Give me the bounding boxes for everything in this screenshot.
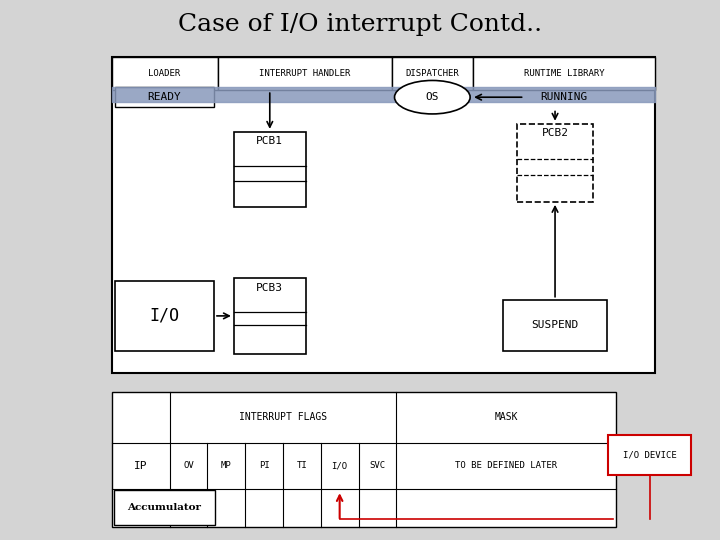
FancyBboxPatch shape bbox=[114, 490, 215, 525]
Text: SUSPEND: SUSPEND bbox=[531, 320, 579, 330]
Text: MP: MP bbox=[221, 461, 232, 470]
FancyBboxPatch shape bbox=[234, 132, 306, 207]
FancyBboxPatch shape bbox=[234, 278, 306, 354]
Text: Case of I/O interrupt Contd..: Case of I/O interrupt Contd.. bbox=[178, 13, 542, 36]
Text: READY: READY bbox=[148, 92, 181, 102]
FancyBboxPatch shape bbox=[112, 57, 655, 373]
Text: SVC: SVC bbox=[369, 461, 385, 470]
FancyBboxPatch shape bbox=[503, 300, 607, 351]
FancyBboxPatch shape bbox=[112, 57, 217, 90]
Text: OV: OV bbox=[183, 461, 194, 470]
FancyBboxPatch shape bbox=[517, 124, 593, 202]
Text: OS: OS bbox=[426, 92, 439, 102]
Text: INTERRUPT HANDLER: INTERRUPT HANDLER bbox=[259, 69, 350, 78]
Text: I/O DEVICE: I/O DEVICE bbox=[623, 450, 677, 460]
Text: TI: TI bbox=[297, 461, 307, 470]
Text: Accumulator: Accumulator bbox=[127, 503, 201, 512]
Text: MASK: MASK bbox=[494, 412, 518, 422]
FancyBboxPatch shape bbox=[608, 435, 691, 475]
Text: RUNTIME LIBRARY: RUNTIME LIBRARY bbox=[524, 69, 605, 78]
Text: PCB3: PCB3 bbox=[256, 283, 283, 293]
FancyBboxPatch shape bbox=[473, 57, 655, 90]
Text: LOADER: LOADER bbox=[148, 69, 181, 78]
Text: RUNNING: RUNNING bbox=[541, 92, 588, 102]
Text: DISPATCHER: DISPATCHER bbox=[405, 69, 459, 78]
Text: INTERRUPT FLAGS: INTERRUPT FLAGS bbox=[239, 412, 327, 422]
Text: TO BE DEFINED LATER: TO BE DEFINED LATER bbox=[455, 461, 557, 470]
Text: PCB1: PCB1 bbox=[256, 137, 283, 146]
FancyBboxPatch shape bbox=[392, 57, 473, 90]
FancyBboxPatch shape bbox=[115, 87, 214, 107]
FancyBboxPatch shape bbox=[115, 281, 214, 351]
Text: IP: IP bbox=[134, 461, 148, 471]
Text: I/O: I/O bbox=[332, 461, 348, 470]
FancyBboxPatch shape bbox=[217, 57, 392, 90]
Text: PCB2: PCB2 bbox=[541, 129, 569, 138]
Ellipse shape bbox=[395, 80, 470, 114]
Text: PI: PI bbox=[258, 461, 269, 470]
Text: I/O: I/O bbox=[150, 307, 179, 325]
FancyBboxPatch shape bbox=[112, 392, 616, 526]
